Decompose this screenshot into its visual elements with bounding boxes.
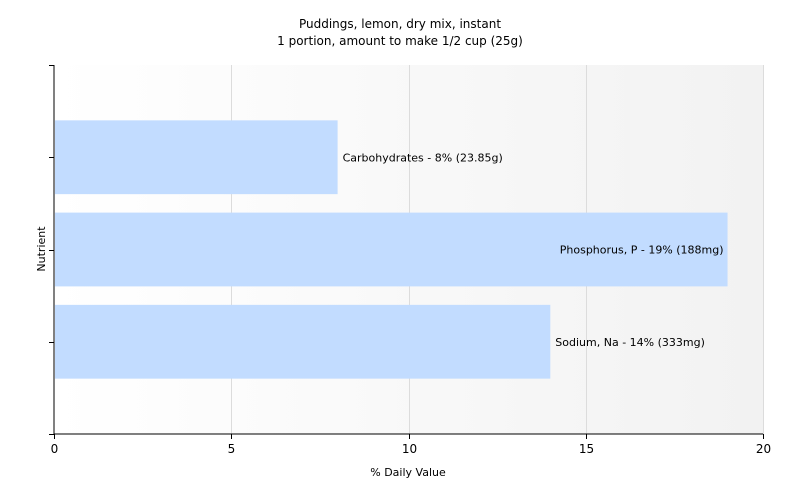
x-tick-label: 5 xyxy=(228,442,236,456)
bar-data-label: Phosphorus, P - 19% (188mg) xyxy=(560,244,724,257)
x-tick-label: 20 xyxy=(756,442,771,456)
bar xyxy=(55,120,338,195)
bars: Carbohydrates - 8% (23.85g) Phosphorus, P… xyxy=(55,120,728,379)
axis-ticks: 0 5 10 15 20 xyxy=(49,65,771,456)
bar xyxy=(55,212,728,287)
bar-data-label: Carbohydrates - 8% (23.85g) xyxy=(343,151,503,164)
chart-title: Puddings, lemon, dry mix, instant xyxy=(299,17,501,31)
chart-subtitle: 1 portion, amount to make 1/2 cup (25g) xyxy=(277,34,523,48)
y-axis-title: Nutrient xyxy=(35,226,48,272)
x-tick-label: 0 xyxy=(51,442,59,456)
x-axis-title: % Daily Value xyxy=(370,466,446,479)
x-tick-label: 15 xyxy=(579,442,594,456)
bar xyxy=(55,304,551,379)
x-tick-label: 10 xyxy=(402,442,417,456)
bar-data-label: Sodium, Na - 14% (333mg) xyxy=(555,336,705,349)
